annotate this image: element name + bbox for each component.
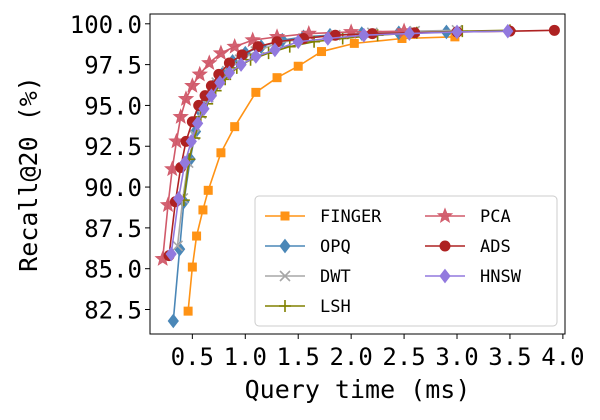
y-tick-label: 87.5	[84, 215, 142, 243]
data-point-finger	[192, 231, 202, 241]
data-point-pca	[184, 77, 201, 93]
x-axis-title: Query time (ms)	[245, 375, 471, 404]
legend-marker-finger	[280, 211, 290, 221]
data-point-finger	[293, 61, 303, 71]
y-tick-label: 85.0	[84, 256, 142, 284]
y-tick-label: 97.5	[84, 52, 142, 80]
data-point-hnsw	[214, 75, 226, 90]
data-point-hnsw	[235, 57, 247, 72]
x-tick-label: 3.5	[488, 343, 531, 371]
y-tick-label: 90.0	[84, 174, 142, 202]
data-point-hnsw	[358, 27, 370, 43]
legend-entry-hnsw: HNSW	[425, 267, 522, 287]
legend-box	[254, 195, 558, 327]
y-tick-label: 100.0	[70, 11, 142, 39]
data-point-ads	[548, 24, 560, 36]
data-point-hnsw	[198, 101, 210, 117]
data-point-hnsw	[165, 246, 177, 262]
data-point-pca	[212, 44, 230, 61]
legend-marker-opq	[279, 238, 291, 254]
legend-marker-ads	[439, 240, 451, 252]
data-point-pca	[244, 31, 261, 48]
legend-label-opq: OPQ	[320, 237, 351, 257]
y-axis-title: Recall@20 (%)	[14, 76, 43, 272]
y-tick-label: 95.0	[84, 92, 142, 120]
data-point-finger	[183, 306, 193, 316]
data-point-ads	[252, 41, 264, 53]
x-tick-label: 4.0	[541, 343, 584, 371]
series-group	[154, 22, 560, 329]
plot-frame-group	[149, 13, 566, 335]
data-point-finger	[251, 87, 261, 97]
data-point-hnsw	[192, 116, 204, 131]
x-tick-label: 2.0	[329, 343, 372, 371]
data-point-hnsw	[172, 191, 185, 206]
data-point-opq	[167, 313, 179, 329]
data-point-ads	[366, 28, 378, 40]
data-point-finger	[230, 122, 240, 132]
data-point-hnsw	[502, 23, 514, 39]
series-line-pca	[161, 30, 405, 259]
series-lsh	[177, 24, 516, 207]
data-point-hnsw	[223, 65, 236, 81]
legend-marker-lsh	[279, 300, 291, 312]
data-point-hnsw	[185, 134, 197, 149]
legend-entry-finger: FINGER	[265, 207, 382, 227]
data-point-hnsw	[250, 49, 262, 64]
y-tick-label: 92.5	[84, 133, 142, 161]
data-point-pca	[226, 38, 243, 54]
legend-entry-pca: PCA	[425, 207, 511, 227]
series-pca	[154, 22, 413, 266]
legend-label-pca: PCA	[480, 207, 511, 227]
data-point-hnsw	[179, 155, 191, 170]
tick-marks	[145, 23, 564, 339]
x-tick-label: 1.0	[224, 343, 267, 371]
legend-label-finger: FINGER	[320, 207, 382, 227]
data-point-finger	[317, 47, 327, 57]
data-point-hnsw	[292, 34, 304, 50]
data-point-finger	[216, 148, 226, 158]
legend-marker-dwt	[279, 270, 291, 282]
x-tick-label: 3.0	[435, 343, 478, 371]
legend-entry-lsh: LSH	[265, 297, 351, 317]
data-point-hnsw	[205, 88, 218, 103]
legend-label-lsh: LSH	[320, 297, 351, 317]
legend-marker-hnsw	[439, 268, 451, 284]
data-point-hnsw	[451, 24, 463, 40]
legend-label-ads: ADS	[480, 237, 511, 257]
data-point-dwt	[171, 240, 184, 252]
data-point-finger	[187, 262, 197, 272]
legend-marker-pca	[436, 207, 454, 223]
y-tick-label: 82.5	[84, 297, 142, 325]
legend-label-hnsw: HNSW	[480, 267, 522, 287]
data-point-finger	[272, 73, 282, 83]
x-tick-label: 0.5	[171, 343, 214, 371]
data-point-ads	[236, 49, 248, 61]
data-point-pca	[300, 24, 317, 41]
data-point-hnsw	[322, 31, 334, 46]
legend: FINGER OPQ DWT LSH PCA ADS HNSW	[254, 195, 558, 327]
data-point-pca	[191, 65, 208, 82]
tick-labels: 0.5 1.0 1.5 2.0 2.5 3.0 3.5 4.0 82.5 85.0 87.5 90.0…	[70, 11, 585, 371]
plot-frame	[149, 13, 566, 335]
data-point-finger	[349, 38, 359, 48]
data-point-pca	[177, 90, 195, 106]
x-tick-label: 2.5	[382, 343, 425, 371]
data-point-hnsw	[269, 42, 281, 58]
legend-entry-dwt: DWT	[265, 267, 351, 287]
legend-entry-ads: ADS	[425, 237, 511, 257]
legend-entry-opq: OPQ	[265, 237, 351, 257]
data-point-pca	[201, 54, 218, 70]
legend-label-dwt: DWT	[320, 267, 351, 287]
x-tick-label: 1.5	[277, 343, 320, 371]
data-point-pca	[172, 108, 189, 124]
series-hnsw	[165, 23, 514, 262]
data-point-finger	[203, 185, 213, 195]
data-point-hnsw	[403, 26, 416, 41]
data-point-finger	[198, 205, 208, 215]
